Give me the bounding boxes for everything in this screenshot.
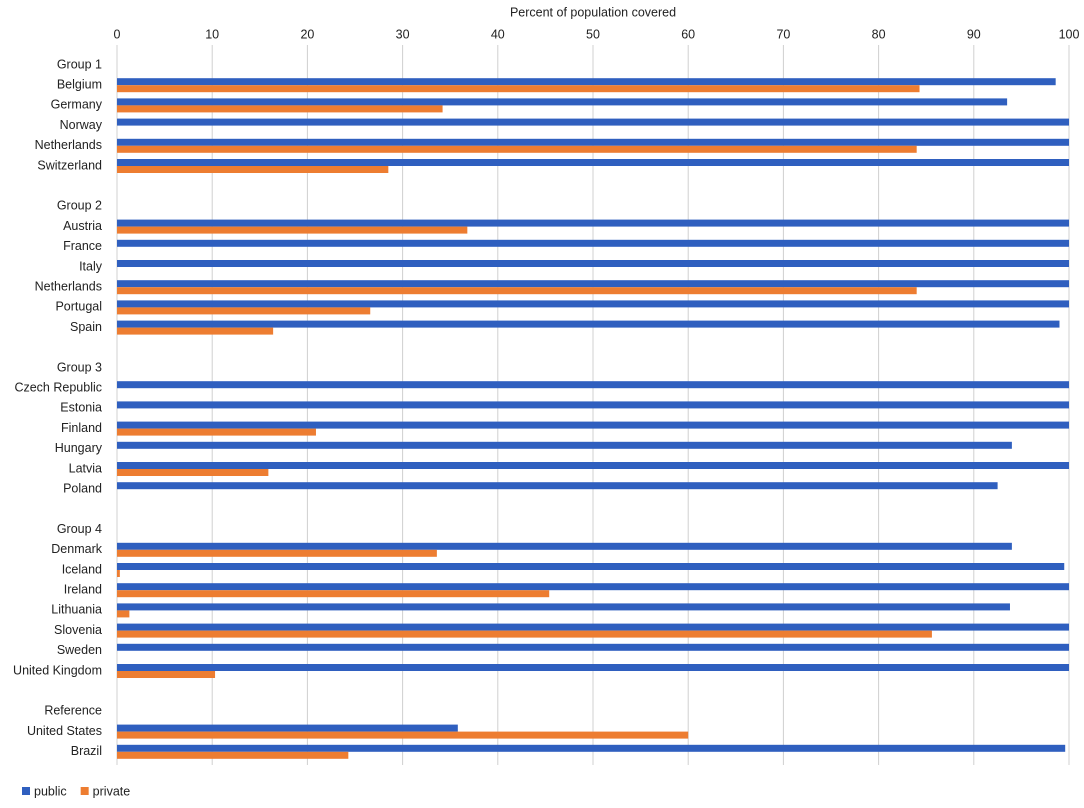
y-tick-label: Poland — [63, 481, 102, 495]
bar — [117, 583, 1069, 591]
x-tick-label: 20 — [300, 27, 314, 41]
bar — [117, 138, 1069, 146]
bar — [117, 603, 1010, 611]
bar — [117, 664, 1069, 671]
y-tick-label: Lithuania — [51, 603, 102, 617]
x-tick-label: 30 — [396, 27, 410, 41]
y-tick-label: Latvia — [69, 461, 102, 475]
bar — [117, 78, 1056, 86]
bar — [117, 610, 130, 618]
x-tick-label: 50 — [586, 27, 600, 41]
bar — [117, 462, 1069, 469]
y-tick-label: Slovenia — [54, 623, 102, 637]
x-tick-label: 0 — [114, 27, 121, 41]
y-tick-label: United States — [27, 724, 102, 738]
bar — [117, 421, 1069, 429]
bar — [117, 643, 1069, 651]
bar — [117, 469, 269, 476]
y-tick-label: Group 1 — [57, 57, 102, 71]
bar — [117, 118, 1069, 126]
bar — [117, 630, 932, 638]
y-tick-label: Brazil — [71, 744, 102, 758]
bar — [117, 542, 1012, 550]
y-tick-label: Group 2 — [57, 199, 102, 213]
bar — [117, 287, 917, 295]
bar — [117, 549, 437, 557]
legend-swatch — [80, 787, 89, 795]
y-tick-label: Belgium — [57, 77, 102, 91]
y-tick-label: Czech Republic — [14, 380, 102, 394]
x-tick-label: 90 — [967, 27, 981, 41]
legend-swatch — [22, 787, 30, 795]
y-tick-label: Hungary — [55, 441, 103, 455]
bar — [117, 482, 998, 490]
legend-label: private — [93, 784, 131, 798]
bar — [117, 751, 349, 759]
bar — [117, 307, 371, 315]
bar — [117, 441, 1012, 449]
y-tick-label: Spain — [70, 320, 102, 334]
y-tick-label: Group 4 — [57, 522, 102, 536]
y-tick-label: Estonia — [60, 401, 102, 415]
y-tick-label: Ireland — [64, 582, 102, 596]
bar — [117, 320, 1060, 328]
y-tick-label: Sweden — [57, 643, 102, 657]
y-tick-label: Switzerland — [37, 158, 102, 172]
y-tick-label: Netherlands — [35, 138, 102, 152]
y-tick-label: France — [63, 239, 102, 253]
x-tick-label: 80 — [872, 27, 886, 41]
bar — [117, 280, 1069, 288]
chart-title: Percent of population covered — [510, 5, 676, 19]
bar — [117, 219, 1069, 227]
bar — [117, 401, 1069, 409]
bar — [117, 731, 689, 739]
y-tick-label: Italy — [79, 259, 103, 273]
bar — [117, 239, 1069, 247]
bar — [117, 381, 1069, 389]
y-tick-label: Reference — [44, 704, 102, 718]
bar — [117, 105, 443, 113]
bar — [117, 570, 120, 577]
y-tick-label: Germany — [51, 98, 103, 112]
bar — [117, 590, 550, 598]
bar — [117, 563, 1065, 570]
x-tick-label: 100 — [1059, 27, 1080, 41]
y-tick-label: Portugal — [55, 300, 102, 314]
bar — [117, 744, 1066, 752]
bar — [117, 85, 920, 93]
y-tick-label: Group 3 — [57, 360, 102, 374]
bar — [117, 226, 468, 234]
bar — [117, 428, 316, 436]
bar — [117, 145, 917, 153]
y-tick-label: Iceland — [62, 562, 102, 576]
y-tick-label: United Kingdom — [13, 663, 102, 677]
y-tick-label: Netherlands — [35, 279, 102, 293]
x-tick-label: 10 — [205, 27, 219, 41]
x-tick-label: 70 — [776, 27, 790, 41]
bar — [117, 260, 1069, 267]
bar — [117, 327, 274, 335]
bar — [117, 166, 389, 173]
legend-label: public — [34, 784, 67, 798]
y-tick-label: Norway — [60, 118, 103, 132]
x-tick-label: 40 — [491, 27, 505, 41]
bar — [117, 623, 1069, 631]
bar — [117, 159, 1069, 166]
y-tick-label: Finland — [61, 421, 102, 435]
bar — [117, 98, 1008, 106]
y-tick-label: Denmark — [51, 542, 102, 556]
bar — [117, 724, 458, 732]
x-tick-label: 60 — [681, 27, 695, 41]
bar — [117, 671, 216, 678]
bar — [117, 300, 1069, 308]
y-tick-label: Austria — [63, 219, 102, 233]
